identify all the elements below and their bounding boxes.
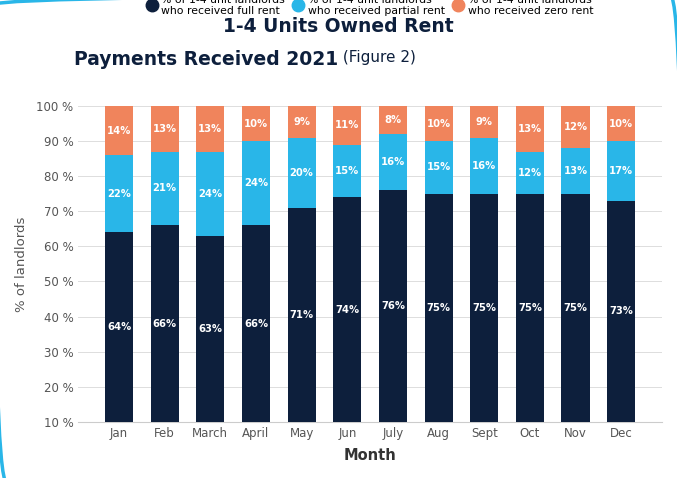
Bar	[288, 138, 315, 208]
Text: 24%: 24%	[244, 178, 268, 188]
Bar	[288, 208, 315, 422]
Text: Payments Received 2021: Payments Received 2021	[74, 50, 338, 69]
Text: 75%: 75%	[427, 303, 451, 313]
Bar	[607, 201, 636, 422]
Bar	[242, 106, 270, 141]
Bar	[470, 106, 498, 138]
Text: 17%: 17%	[609, 166, 634, 176]
Text: 22%: 22%	[107, 189, 131, 199]
Bar	[333, 145, 362, 197]
Bar	[150, 106, 179, 152]
Text: 16%: 16%	[472, 161, 496, 171]
Text: 11%: 11%	[335, 120, 359, 130]
Text: 13%: 13%	[198, 124, 223, 134]
Text: 75%: 75%	[518, 303, 542, 313]
Text: 9%: 9%	[293, 117, 310, 127]
Text: 66%: 66%	[244, 318, 268, 328]
Bar	[288, 106, 315, 138]
Text: 76%: 76%	[381, 301, 405, 311]
Bar	[607, 106, 636, 141]
Bar	[150, 225, 179, 422]
Text: (Figure 2): (Figure 2)	[338, 50, 416, 65]
Bar	[150, 152, 179, 225]
Bar	[424, 194, 453, 422]
Text: 15%: 15%	[335, 166, 359, 176]
Bar	[379, 134, 407, 190]
Text: 13%: 13%	[518, 124, 542, 134]
Bar	[561, 148, 590, 194]
Text: 73%: 73%	[609, 306, 633, 316]
Text: 9%: 9%	[476, 117, 493, 127]
Bar	[242, 141, 270, 225]
Text: 8%: 8%	[385, 115, 401, 125]
Bar	[379, 106, 407, 134]
Text: 24%: 24%	[198, 189, 223, 199]
Text: 66%: 66%	[152, 318, 177, 328]
Y-axis label: % of landlords: % of landlords	[15, 216, 28, 312]
Bar	[379, 190, 407, 422]
Text: 12%: 12%	[518, 168, 542, 178]
Bar	[424, 141, 453, 194]
Text: 10%: 10%	[427, 119, 451, 129]
Legend: % of 1-4 unit landlords
who received full rent, % of 1-4 unit landlords
who rece: % of 1-4 unit landlords who received ful…	[144, 0, 596, 20]
Bar	[242, 225, 270, 422]
Text: 13%: 13%	[152, 124, 177, 134]
Bar	[105, 232, 133, 422]
Text: 75%: 75%	[564, 303, 588, 313]
Bar	[516, 106, 544, 152]
Bar	[196, 106, 225, 152]
Bar	[196, 236, 225, 422]
Text: 21%: 21%	[152, 184, 177, 194]
X-axis label: Month: Month	[344, 448, 397, 463]
Bar	[424, 106, 453, 141]
Text: 64%: 64%	[107, 322, 131, 332]
Text: 13%: 13%	[563, 166, 588, 176]
Text: 14%: 14%	[107, 126, 131, 136]
Bar	[561, 106, 590, 148]
Bar	[561, 194, 590, 422]
Bar	[105, 155, 133, 232]
Text: 1-4 Units Owned Rent: 1-4 Units Owned Rent	[223, 17, 454, 36]
Bar	[333, 106, 362, 145]
Bar	[607, 141, 636, 201]
Text: 15%: 15%	[427, 163, 451, 173]
Bar	[470, 138, 498, 194]
Text: 63%: 63%	[198, 324, 222, 334]
Bar	[196, 152, 225, 236]
Text: 74%: 74%	[335, 304, 359, 315]
Text: 12%: 12%	[563, 122, 588, 132]
Text: 71%: 71%	[290, 310, 313, 320]
Bar	[516, 194, 544, 422]
Bar	[333, 197, 362, 422]
Text: 10%: 10%	[244, 119, 268, 129]
Bar	[516, 152, 544, 194]
Text: 10%: 10%	[609, 119, 634, 129]
Bar	[105, 106, 133, 155]
Text: 75%: 75%	[473, 303, 496, 313]
Text: 16%: 16%	[381, 157, 405, 167]
Text: 20%: 20%	[290, 168, 313, 178]
Bar	[470, 194, 498, 422]
